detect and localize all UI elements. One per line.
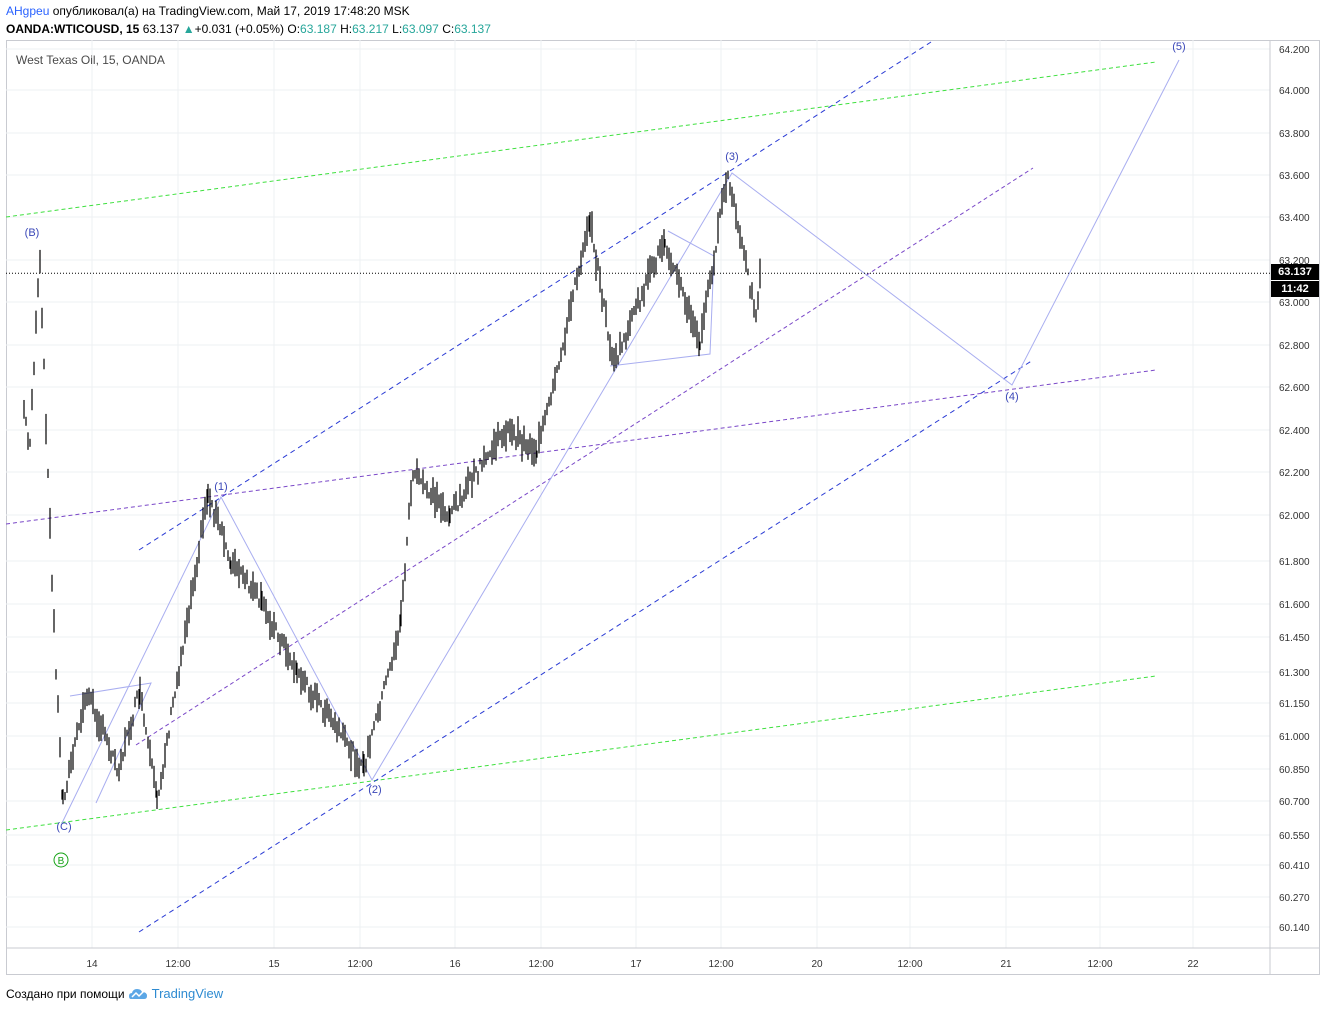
- open-value: 63.187: [300, 22, 337, 36]
- close-value: 63.137: [454, 22, 491, 36]
- wave-label: (3): [725, 151, 738, 163]
- y-tick-label: 62.600: [1279, 383, 1310, 394]
- low-value: 63.097: [402, 22, 439, 36]
- author-name[interactable]: AHgpeu: [6, 4, 50, 18]
- x-tick-label: 14: [86, 959, 98, 970]
- circle-label-b: B: [58, 856, 65, 867]
- purple-line-lower: [6, 369, 1157, 525]
- subwave-triangle-1: [69, 682, 152, 804]
- x-tick-label: 12:00: [1087, 959, 1112, 970]
- y-tick-label: 63.400: [1279, 213, 1310, 224]
- y-tick-label: 63.600: [1279, 171, 1310, 182]
- high-value: 63.217: [352, 22, 389, 36]
- blue-channel-lower: [138, 359, 1034, 933]
- open-label: O:: [287, 22, 301, 36]
- y-tick-label: 62.400: [1279, 426, 1310, 437]
- y-tick-label: 60.140: [1279, 923, 1310, 934]
- tradingview-cloud-icon[interactable]: [128, 988, 149, 1000]
- wave-label: (1): [214, 481, 227, 493]
- publisher-line: AHgpeu опубликовал(а) на TradingView.com…: [6, 4, 410, 20]
- subwave-triangle-2: [609, 230, 715, 367]
- wave-label: (4): [1005, 391, 1018, 403]
- symbol-name: OANDA:WTICOUSD, 15: [6, 22, 140, 36]
- green-channel-lower: [6, 675, 1157, 831]
- wave-label: (C): [56, 821, 71, 833]
- close-label: C:: [442, 22, 455, 36]
- chart-title: West Texas Oil, 15, OANDA: [16, 53, 165, 67]
- x-tick-label: 12:00: [347, 959, 372, 970]
- price-chart[interactable]: 64.200 64.000 63.800 63.600 63.400 63.200 63.0…: [6, 40, 1320, 975]
- wave-label: (2): [368, 784, 381, 796]
- y-tick-label: 61.150: [1279, 699, 1310, 710]
- circle-label-ring: [53, 852, 69, 868]
- y-tick-label: 64.000: [1279, 86, 1310, 97]
- x-tick-label: 20: [811, 959, 823, 970]
- candles: [23, 170, 761, 810]
- elliott-wave-line: [61, 59, 1180, 824]
- y-tick-label: 61.600: [1279, 600, 1310, 611]
- published-text: опубликовал(а) на TradingView.com, Май 1…: [52, 4, 410, 18]
- created-with-text: Создано при помощи: [6, 986, 125, 1001]
- blue-channel-upper: [138, 41, 932, 551]
- purple-line-mid: [135, 167, 1034, 746]
- last-price: 63.137: [142, 22, 180, 36]
- y-tick-label: 61.300: [1279, 668, 1310, 679]
- change-arrow-icon: ▲: [182, 22, 195, 36]
- low-label: L:: [392, 22, 403, 36]
- wave-label: (5): [1172, 41, 1185, 53]
- x-tick-label: 12:00: [897, 959, 922, 970]
- y-tick-label: 61.000: [1279, 732, 1310, 743]
- y-tick-label: 60.700: [1279, 797, 1310, 808]
- wave-label: (B): [25, 227, 40, 239]
- x-tick-label: 15: [268, 959, 280, 970]
- footer: Создано при помощи TradingView: [6, 986, 223, 1001]
- x-tick-label: 17: [630, 959, 642, 970]
- x-tick-label: 12:00: [528, 959, 553, 970]
- y-tick-label: 64.200: [1279, 45, 1310, 56]
- y-tick-label: 60.410: [1279, 861, 1310, 872]
- x-tick-label: 21: [1000, 959, 1012, 970]
- chart-frame: [6, 40, 1320, 975]
- current-price-tag: 63.137: [1271, 264, 1319, 280]
- y-tick-label: 63.800: [1279, 129, 1310, 140]
- y-tick-label: 61.450: [1279, 633, 1310, 644]
- x-tick-label: 16: [449, 959, 461, 970]
- x-tick-label: 12:00: [165, 959, 190, 970]
- high-label: H:: [340, 22, 353, 36]
- y-tick-label: 60.850: [1279, 765, 1310, 776]
- y-tick-label: 62.800: [1279, 341, 1310, 352]
- y-tick-label: 61.800: [1279, 557, 1310, 568]
- tradingview-brand[interactable]: TradingView: [151, 986, 224, 1001]
- symbol-line: OANDA:WTICOUSD, 15 63.137 ▲+0.031 (+0.05…: [6, 22, 491, 38]
- countdown-tag: 11:42: [1271, 281, 1319, 297]
- y-tick-label: 60.550: [1279, 831, 1310, 842]
- y-tick-label: 63.200: [1279, 256, 1310, 267]
- y-tick-label: 62.200: [1279, 468, 1310, 479]
- y-tick-label: 63.000: [1279, 298, 1310, 309]
- x-tick-label: 22: [1187, 959, 1199, 970]
- x-tick-label: 12:00: [708, 959, 733, 970]
- y-tick-label: 62.000: [1279, 511, 1310, 522]
- green-channel-upper: [6, 61, 1157, 218]
- y-tick-label: 60.270: [1279, 893, 1310, 904]
- change-value: +0.031 (+0.05%): [194, 22, 285, 36]
